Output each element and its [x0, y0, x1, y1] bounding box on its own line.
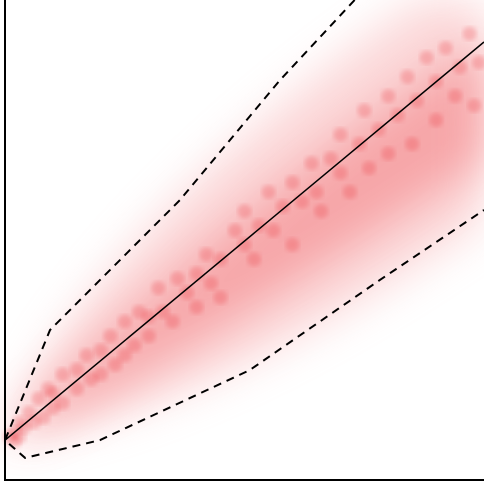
- point: [342, 185, 357, 199]
- point: [103, 329, 118, 343]
- point: [294, 194, 309, 209]
- point: [93, 343, 108, 358]
- point: [333, 127, 348, 142]
- point: [323, 151, 338, 166]
- point: [69, 381, 84, 396]
- point: [79, 348, 94, 363]
- point: [55, 367, 70, 382]
- point: [472, 55, 484, 70]
- point: [31, 391, 46, 406]
- point: [117, 314, 132, 329]
- point: [438, 41, 453, 55]
- point: [213, 290, 228, 305]
- point: [151, 281, 166, 295]
- point: [165, 314, 180, 329]
- point: [405, 137, 420, 151]
- point: [429, 113, 444, 127]
- point: [203, 276, 218, 291]
- point: [108, 357, 123, 372]
- point: [333, 165, 348, 180]
- fit-line: [4, 41, 484, 441]
- point: [409, 93, 424, 108]
- point: [237, 237, 252, 252]
- point: [362, 161, 377, 175]
- point: [251, 218, 266, 233]
- point: [314, 204, 329, 219]
- point: [285, 237, 300, 252]
- point: [275, 199, 290, 214]
- point: [309, 185, 324, 199]
- point: [36, 410, 51, 425]
- point: [381, 89, 396, 103]
- point: [453, 60, 468, 75]
- point: [180, 285, 195, 300]
- plot-area: [2, 0, 484, 460]
- point: [141, 329, 156, 343]
- point: [237, 204, 252, 219]
- point: [419, 50, 434, 65]
- point: [69, 362, 84, 377]
- point: [117, 348, 132, 363]
- point: [213, 252, 228, 267]
- point: [12, 429, 27, 444]
- point: [247, 252, 262, 267]
- point: [285, 175, 300, 190]
- point: [227, 223, 242, 238]
- point: [357, 103, 372, 118]
- point: [304, 156, 319, 171]
- point: [199, 247, 214, 262]
- point: [93, 367, 108, 382]
- point: [141, 309, 156, 324]
- envelope-line: [3, 0, 484, 460]
- point: [156, 305, 171, 319]
- point: [189, 300, 204, 315]
- point: [55, 396, 70, 411]
- point: [127, 338, 142, 353]
- point: [400, 69, 415, 84]
- point: [381, 146, 396, 161]
- point: [261, 185, 276, 199]
- point: [448, 89, 463, 103]
- point: [266, 223, 281, 238]
- point: [467, 98, 482, 113]
- point: [189, 266, 204, 281]
- point: [462, 26, 477, 41]
- point: [170, 271, 185, 286]
